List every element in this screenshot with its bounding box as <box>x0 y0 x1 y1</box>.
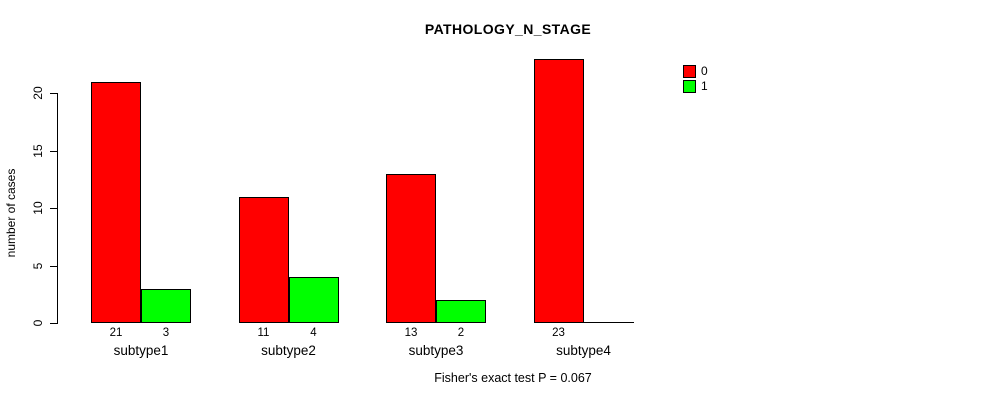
bar-subtype1-series-1 <box>141 288 191 323</box>
bar-value-label: 3 <box>162 327 170 339</box>
y-axis-line <box>57 93 58 324</box>
legend-item: 0 <box>683 65 763 78</box>
category-label-subtype2: subtype2 <box>261 343 316 358</box>
legend-swatch-0 <box>683 65 696 78</box>
legend-swatch-1 <box>683 80 696 93</box>
y-tick-label: 5 <box>31 262 45 269</box>
bar-value-label: 21 <box>109 327 123 339</box>
category-label-subtype3: subtype3 <box>408 343 464 358</box>
y-tick-label: 10 <box>31 201 45 215</box>
bar-value-label: 11 <box>257 327 270 339</box>
y-axis-tick <box>50 150 57 152</box>
bar-subtype2-series-1 <box>288 277 339 323</box>
legend-item: 1 <box>683 80 763 93</box>
legend-label: 0 <box>701 64 708 78</box>
bar-value-label: 2 <box>457 327 465 339</box>
y-axis-tick <box>50 93 57 94</box>
y-axis-tick <box>50 208 57 209</box>
bar-subtype4-series-0 <box>533 58 584 323</box>
category-label-subtype1: subtype1 <box>113 343 169 358</box>
bar-value-label: 4 <box>310 327 317 339</box>
bar-subtype1-series-0 <box>91 81 141 323</box>
bar-value-label: 13 <box>404 327 418 339</box>
y-tick-label: 15 <box>31 143 45 158</box>
bar-value-label: 23 <box>552 327 565 339</box>
y-axis-tick <box>50 265 57 267</box>
y-tick-label: 20 <box>31 86 45 100</box>
footnote-fishers-test: Fisher's exact test P = 0.067 <box>434 371 592 385</box>
y-axis-tick <box>50 323 57 324</box>
legend-label: 1 <box>701 79 708 93</box>
bar-subtype4-series-1-zero <box>583 322 634 323</box>
chart-title: PATHOLOGY_N_STAGE <box>424 21 592 37</box>
y-tick-label: 0 <box>31 319 45 327</box>
bar-subtype3-series-0 <box>386 173 436 323</box>
bar-subtype2-series-0 <box>238 196 289 323</box>
category-label-subtype4: subtype4 <box>556 343 611 358</box>
bar-subtype3-series-1 <box>436 300 486 323</box>
